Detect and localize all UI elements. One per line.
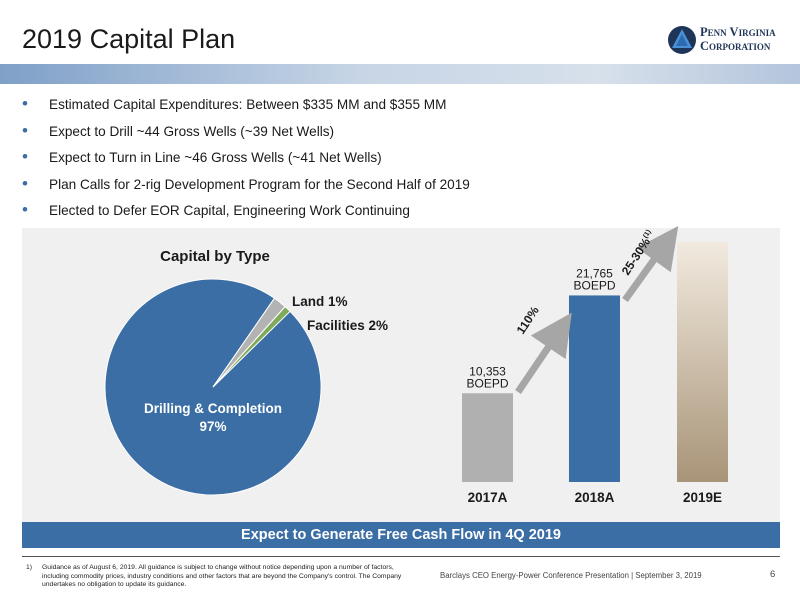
pie-slice-land	[212, 305, 291, 388]
bullet-item: • Elected to Defer EOR Capital, Engineeri…	[22, 200, 470, 229]
pie-chart: Capital by Type Drilling & Completion 97% F…	[104, 248, 388, 496]
bar-category-label: 2017A	[468, 490, 508, 505]
logo-line-2: Corporation	[700, 39, 771, 53]
bullet-dot-icon: •	[22, 200, 28, 219]
growth-label-2018: 110%	[514, 304, 542, 337]
bar-chart: 2017A10,353BOEPD2018A21,765BOEPD2019E110…	[462, 225, 728, 505]
footnote: 1) Guidance as of August 6, 2019. All gu…	[26, 564, 421, 590]
presentation-source: Barclays CEO Energy-Power Conference Pre…	[440, 571, 702, 580]
pie-label: Facilities 2%	[307, 318, 388, 333]
footnote-text: Guidance as of August 6, 2019. All guida…	[42, 564, 402, 589]
company-logo: Penn Virginia Corporation	[667, 22, 795, 58]
page-number: 6	[770, 569, 776, 580]
bullet-dot-icon: •	[22, 147, 28, 166]
bar-data-label: 21,765	[576, 266, 613, 280]
bullet-text: Expect to Turn in Line ~46 Gross Wells (…	[49, 150, 382, 165]
bullet-text: Elected to Defer EOR Capital, Engineerin…	[49, 203, 410, 218]
growth-label-2019: 25-30%(1)	[619, 228, 658, 278]
growth-arrow-icon	[515, 312, 572, 394]
header-band	[0, 64, 800, 84]
bullet-dot-icon: •	[22, 120, 28, 140]
footnote-ref: (1)	[642, 229, 653, 240]
bullet-item: • Expect to Drill ~44 Gross Wells (~39 Ne…	[22, 120, 470, 150]
bullet-dot-icon: •	[22, 94, 28, 113]
pie-label: Drilling & Completion	[144, 401, 282, 416]
pie-label: Land 1%	[292, 294, 348, 309]
bar-data-label: BOEPD	[466, 376, 508, 390]
footnote-number: 1)	[26, 564, 33, 571]
logo-wordmark: Penn Virginia Corporation	[700, 25, 776, 53]
bar-data-label: BOEPD	[573, 278, 615, 292]
bullet-text: Expect to Drill ~44 Gross Wells (~39 Net…	[49, 123, 335, 139]
bar-category-label: 2018A	[575, 490, 615, 505]
pie-percent-label: 97%	[199, 419, 226, 434]
bar-2019e	[677, 242, 728, 482]
bullet-text: Estimated Capital Expenditures: Between …	[49, 97, 447, 112]
footer-divider	[22, 556, 780, 557]
bar-2017a	[462, 393, 513, 482]
bar-category-label: 2019E	[683, 490, 722, 505]
triangle-logo-icon	[668, 26, 696, 54]
bar-2018a	[569, 295, 620, 482]
bullet-list: • Estimated Capital Expenditures: Between…	[22, 94, 470, 229]
growth-arrow-icon	[622, 225, 679, 303]
bullet-item: • Expect to Turn in Line ~46 Gross Wells …	[22, 147, 470, 176]
bullet-item: • Plan Calls for 2-rig Development Progra…	[22, 173, 470, 203]
bullet-item: • Estimated Capital Expenditures: Between…	[22, 94, 470, 123]
pie-title: Capital by Type	[160, 248, 270, 265]
bullet-dot-icon: •	[22, 173, 28, 193]
logo-line-1: Penn Virginia	[700, 25, 776, 39]
bullet-text: Plan Calls for 2-rig Development Program…	[49, 176, 470, 192]
free-cash-flow-banner: Expect to Generate Free Cash Flow in 4Q …	[22, 522, 780, 548]
slide-title: 2019 Capital Plan	[22, 24, 236, 54]
bar-data-label: 10,353	[469, 364, 506, 378]
